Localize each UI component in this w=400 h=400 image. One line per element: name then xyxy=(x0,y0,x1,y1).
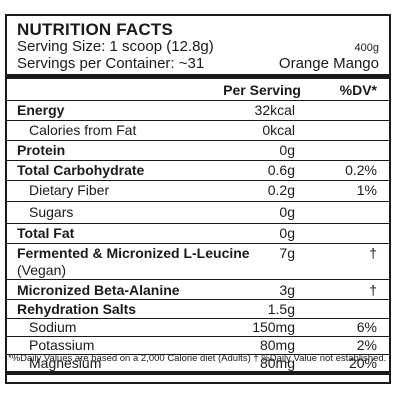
nutrient-amount: 32kcal xyxy=(254,102,295,118)
thick-divider xyxy=(7,74,389,79)
divider xyxy=(7,140,389,141)
dv-header: %DV* xyxy=(339,82,377,98)
nutrient-label: Sugars xyxy=(29,204,74,220)
divider xyxy=(7,223,389,224)
divider xyxy=(7,243,389,244)
nutrient-label: Micronized Beta-Alanine xyxy=(17,282,180,298)
nutrient-dv: † xyxy=(369,282,377,298)
nutrient-label: Potassium xyxy=(29,337,95,353)
divider xyxy=(7,318,389,319)
divider xyxy=(7,180,389,181)
panel-title: NUTRITION FACTS xyxy=(17,20,173,39)
nutrient-dv: 2% xyxy=(356,337,377,353)
nutrient-amount: 150mg xyxy=(252,319,295,335)
nutrient-dv: † xyxy=(369,245,377,261)
divider xyxy=(7,100,389,101)
nutrient-label: Dietary Fiber xyxy=(29,182,110,198)
thick-divider xyxy=(7,371,389,375)
serving-size: Serving Size: 1 scoop (12.8g) xyxy=(17,38,214,55)
net-weight: 400g xyxy=(354,42,379,54)
nutrient-amount: 1.5g xyxy=(267,301,295,317)
nutrient-amount: 80mg xyxy=(259,355,295,371)
divider xyxy=(7,279,389,280)
nutrient-amount: 0g xyxy=(279,142,295,158)
divider xyxy=(7,201,389,202)
divider xyxy=(7,336,389,337)
nutrient-label: Magnesium xyxy=(29,355,102,371)
nutrient-dv: 0.2% xyxy=(345,162,377,178)
nutrient-amount: 80mg xyxy=(259,337,295,353)
nutrient-dv: 6% xyxy=(356,319,377,335)
nutrient-dv: 20% xyxy=(348,355,377,371)
nutrient-label: Sodium xyxy=(29,319,77,335)
nutrient-label: Rehydration Salts xyxy=(17,301,137,317)
divider xyxy=(7,160,389,161)
nutrient-amount: 7g xyxy=(279,245,295,261)
nutrient-amount: 0g xyxy=(279,204,295,220)
nutrient-label: Total Fat xyxy=(17,225,75,241)
nutrient-label: Energy xyxy=(17,102,65,118)
nutrition-facts-panel: NUTRITION FACTS Serving Size: 1 scoop (1… xyxy=(5,14,391,384)
nutrient-label: Calories from Fat xyxy=(29,122,137,138)
nutrient-label: Protein xyxy=(17,142,66,158)
per-serving-header: Per Serving xyxy=(223,82,301,98)
nutrient-amount: 0kcal xyxy=(262,122,295,138)
divider xyxy=(7,120,389,121)
divider xyxy=(7,354,389,355)
nutrient-amount: 0.6g xyxy=(267,162,295,178)
footnote: *%Daily Values are based on a 2,000 Calo… xyxy=(8,353,387,364)
divider xyxy=(7,299,389,300)
nutrient-sublabel: (Vegan) xyxy=(17,262,67,278)
flavor: Orange Mango xyxy=(278,55,379,72)
nutrient-amount: 0.2g xyxy=(267,182,295,198)
panel-header: NUTRITION FACTS Serving Size: 1 scoop (1… xyxy=(17,21,379,72)
nutrient-amount: 3g xyxy=(279,282,295,298)
nutrient-amount: 0g xyxy=(279,225,295,241)
servings-per-container: Servings per Container: ~31 xyxy=(17,55,205,72)
nutrient-label: Total Carbohydrate xyxy=(17,162,145,178)
nutrient-dv: 1% xyxy=(356,182,377,198)
nutrient-label: Fermented & Micronized L-Leucine xyxy=(17,245,250,261)
